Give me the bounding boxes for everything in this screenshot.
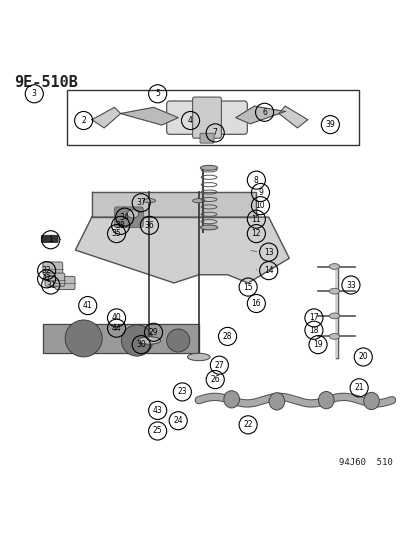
Text: 39: 39	[325, 120, 335, 129]
Text: 13: 13	[263, 248, 273, 256]
Ellipse shape	[329, 264, 339, 269]
Polygon shape	[92, 192, 256, 217]
Ellipse shape	[363, 392, 378, 409]
Ellipse shape	[192, 199, 204, 203]
Text: 42: 42	[42, 274, 51, 284]
Text: 22: 22	[243, 421, 252, 429]
Ellipse shape	[143, 199, 155, 203]
Text: 8: 8	[253, 176, 258, 184]
Text: 37: 37	[136, 198, 146, 207]
Ellipse shape	[329, 313, 339, 319]
Text: 15: 15	[243, 282, 252, 292]
Polygon shape	[75, 217, 289, 283]
FancyBboxPatch shape	[166, 101, 247, 134]
Text: 29: 29	[148, 328, 158, 337]
Text: 94J60  510: 94J60 510	[338, 458, 392, 467]
Text: 33: 33	[345, 280, 355, 289]
Text: 35: 35	[112, 229, 121, 238]
Text: 32: 32	[42, 266, 51, 275]
Text: 36: 36	[144, 221, 154, 230]
FancyBboxPatch shape	[41, 235, 58, 243]
Text: 28: 28	[222, 332, 232, 341]
Circle shape	[65, 320, 102, 357]
Text: 26: 26	[210, 375, 219, 384]
Ellipse shape	[200, 165, 217, 170]
Text: 18: 18	[309, 326, 318, 335]
Polygon shape	[120, 107, 178, 125]
Ellipse shape	[223, 391, 239, 408]
Text: 43: 43	[152, 406, 162, 415]
Text: 23: 23	[177, 387, 187, 397]
Text: 7: 7	[212, 128, 217, 138]
Text: 2: 2	[81, 116, 86, 125]
FancyBboxPatch shape	[114, 207, 143, 228]
Ellipse shape	[329, 334, 339, 340]
Ellipse shape	[200, 225, 217, 230]
Ellipse shape	[318, 392, 333, 409]
FancyBboxPatch shape	[199, 133, 214, 143]
Text: 9E-510B: 9E-510B	[14, 75, 77, 90]
Polygon shape	[235, 106, 285, 124]
Text: 12: 12	[251, 229, 261, 238]
Text: 21: 21	[354, 383, 363, 392]
Text: 34: 34	[120, 213, 129, 222]
Ellipse shape	[127, 210, 138, 218]
Text: 25: 25	[152, 426, 162, 435]
Polygon shape	[43, 324, 198, 353]
Text: 14: 14	[263, 266, 273, 275]
Text: 11: 11	[251, 215, 261, 224]
Polygon shape	[92, 107, 120, 128]
Circle shape	[166, 329, 189, 352]
Text: 41: 41	[83, 301, 93, 310]
Text: 3: 3	[32, 90, 37, 98]
Ellipse shape	[329, 288, 339, 294]
Text: 40: 40	[112, 313, 121, 322]
Text: 38: 38	[116, 221, 125, 230]
Text: 27: 27	[214, 361, 223, 370]
Circle shape	[121, 325, 152, 356]
Text: 24: 24	[173, 416, 183, 425]
Ellipse shape	[187, 353, 209, 361]
FancyBboxPatch shape	[55, 277, 75, 289]
FancyBboxPatch shape	[43, 262, 62, 275]
Ellipse shape	[268, 393, 284, 410]
Text: 16: 16	[251, 299, 261, 308]
Text: 6: 6	[261, 108, 266, 117]
Text: 17: 17	[309, 313, 318, 322]
FancyBboxPatch shape	[192, 97, 221, 138]
Polygon shape	[278, 106, 307, 128]
Text: 4: 4	[188, 116, 192, 125]
Text: 31: 31	[46, 280, 55, 289]
Text: 10: 10	[255, 201, 265, 210]
Text: 1: 1	[48, 235, 53, 244]
Ellipse shape	[138, 337, 160, 344]
Text: 30: 30	[136, 340, 146, 349]
Text: 20: 20	[358, 352, 367, 361]
Text: 5: 5	[155, 90, 160, 98]
Text: 19: 19	[313, 340, 322, 349]
FancyBboxPatch shape	[45, 273, 64, 286]
Text: 44: 44	[112, 324, 121, 333]
Text: 9: 9	[257, 188, 262, 197]
